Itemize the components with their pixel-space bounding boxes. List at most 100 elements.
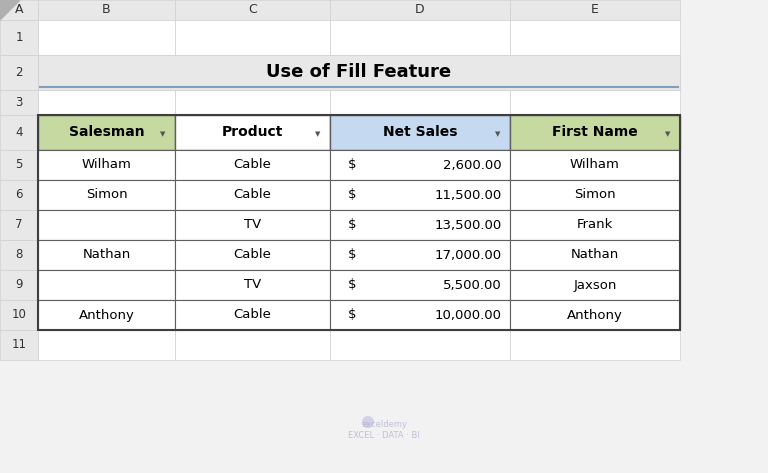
Bar [38, 210, 175, 240]
Text: 1: 1 [15, 31, 23, 44]
Text: Anthony: Anthony [78, 308, 134, 322]
Bar [175, 270, 330, 300]
Text: Frank: Frank [577, 219, 613, 231]
Bar [510, 20, 680, 55]
Bar [38, 20, 175, 55]
Bar [510, 55, 680, 90]
Text: Anthony: Anthony [567, 308, 623, 322]
Text: E: E [591, 3, 599, 17]
Bar [38, 150, 175, 180]
Bar [0, 0, 38, 20]
Text: 5,500.00: 5,500.00 [443, 279, 502, 291]
Bar [175, 150, 330, 180]
Bar [0, 330, 38, 360]
Text: Nathan: Nathan [571, 248, 619, 262]
Text: 9: 9 [15, 279, 23, 291]
Text: 13,500.00: 13,500.00 [435, 219, 502, 231]
Bar [330, 180, 510, 210]
Bar [38, 55, 175, 90]
Polygon shape [0, 0, 20, 20]
Bar [510, 180, 680, 210]
Bar [510, 180, 680, 210]
Bar [330, 270, 510, 300]
Text: exceldemy
EXCEL · DATA · BI: exceldemy EXCEL · DATA · BI [348, 420, 420, 440]
Text: Simon: Simon [574, 189, 616, 201]
Bar [330, 210, 510, 240]
Text: ▼: ▼ [161, 131, 166, 138]
Bar [330, 0, 510, 20]
Text: 5: 5 [15, 158, 23, 172]
Bar [38, 270, 175, 300]
Bar [38, 115, 175, 150]
Bar [175, 210, 330, 240]
Text: ▼: ▼ [316, 131, 321, 138]
Text: TV: TV [244, 279, 261, 291]
Bar [510, 0, 680, 20]
Bar [510, 300, 680, 330]
Bar [510, 300, 680, 330]
Text: ▼: ▼ [495, 131, 501, 138]
Text: Cable: Cable [233, 248, 271, 262]
Bar [175, 90, 330, 115]
Text: 6: 6 [15, 189, 23, 201]
Bar [175, 180, 330, 210]
Bar [0, 20, 38, 55]
Text: 10: 10 [12, 308, 26, 322]
Bar [510, 210, 680, 240]
Bar [175, 210, 330, 240]
Bar [0, 240, 38, 270]
Bar [510, 150, 680, 180]
Bar [330, 300, 510, 330]
Text: $: $ [348, 248, 356, 262]
Bar [38, 270, 175, 300]
Text: Wilham: Wilham [570, 158, 620, 172]
Text: Nathan: Nathan [82, 248, 131, 262]
Text: 2,600.00: 2,600.00 [443, 158, 502, 172]
Bar [38, 180, 175, 210]
Bar [510, 240, 680, 270]
Text: $: $ [348, 308, 356, 322]
Text: 3: 3 [15, 96, 23, 109]
Bar [510, 90, 680, 115]
Text: $: $ [348, 189, 356, 201]
Text: C: C [248, 3, 257, 17]
Bar [175, 20, 330, 55]
Text: Cable: Cable [233, 189, 271, 201]
Bar [330, 90, 510, 115]
Text: Wilham: Wilham [81, 158, 131, 172]
Bar [330, 115, 510, 150]
Bar [0, 270, 38, 300]
Bar [38, 90, 175, 115]
Bar [330, 150, 510, 180]
Text: $: $ [348, 158, 356, 172]
Bar [175, 330, 330, 360]
Bar [38, 210, 175, 240]
Bar [175, 150, 330, 180]
Bar [175, 115, 330, 150]
Bar [175, 300, 330, 330]
Bar [38, 300, 175, 330]
Text: Cable: Cable [233, 158, 271, 172]
Text: ▼: ▼ [665, 131, 670, 138]
Text: 11: 11 [12, 339, 27, 351]
Bar [330, 180, 510, 210]
Bar [0, 150, 38, 180]
Text: $: $ [348, 219, 356, 231]
Bar [38, 180, 175, 210]
Bar [510, 115, 680, 150]
Bar [38, 330, 175, 360]
Text: 10,000.00: 10,000.00 [435, 308, 502, 322]
Bar [175, 180, 330, 210]
Bar [38, 55, 680, 90]
Bar [0, 115, 38, 150]
Bar [175, 240, 330, 270]
Text: Cable: Cable [233, 308, 271, 322]
Bar [510, 240, 680, 270]
Text: $: $ [348, 279, 356, 291]
Text: A: A [15, 3, 23, 17]
Bar [38, 150, 175, 180]
Text: 7: 7 [15, 219, 23, 231]
Bar [38, 115, 175, 150]
Bar [330, 20, 510, 55]
Text: 2: 2 [15, 66, 23, 79]
